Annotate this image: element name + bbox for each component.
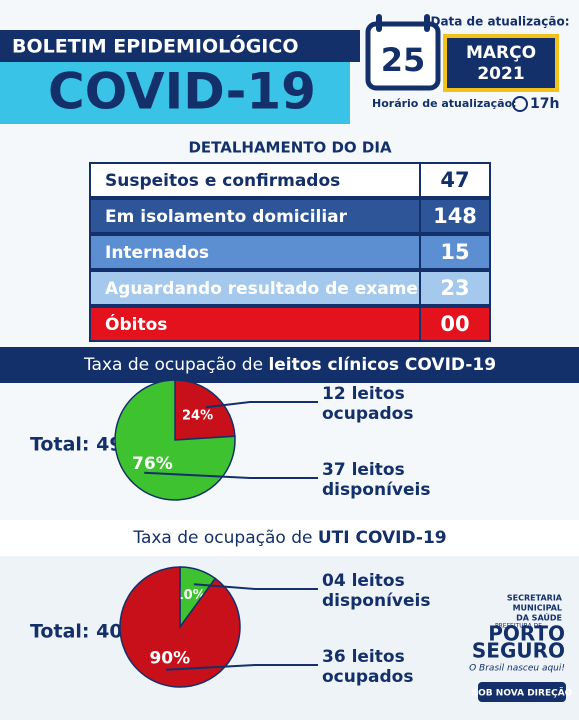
row-value: 23 [440, 276, 469, 300]
table-row [89, 270, 491, 306]
prefeitura: PREFEITURA DE [495, 623, 542, 630]
table: Suspeitos e confirmados 47 Em isolamento d… [89, 162, 491, 342]
time-label: Horário de atualização: [372, 97, 517, 110]
slice-label: 76% [132, 454, 173, 474]
chart-title-bold: leitos clínicos COVID-19 [268, 355, 496, 375]
leader-line [193, 583, 318, 590]
annotation: ocupados [322, 404, 413, 424]
chart-title: Taxa de ocupação de UTI COVID-19 [132, 528, 446, 548]
clock-icon [512, 96, 528, 112]
annotation: ocupados [322, 667, 413, 687]
time: 17h [530, 96, 559, 112]
slice-label: 10% [175, 588, 206, 603]
table-row [89, 234, 491, 270]
covid-band [0, 62, 350, 124]
year: 2021 [477, 64, 524, 84]
chart-title-bold: UTI COVID-19 [318, 528, 447, 548]
row-label: Óbitos [105, 313, 167, 335]
leader-line [166, 664, 318, 671]
pie-slice [114, 379, 236, 501]
leader-line [144, 471, 318, 479]
annotation: disponíveis [322, 591, 430, 611]
city: SEGURO [472, 639, 565, 663]
badge-text: SOB NOVA DIREÇÃO [472, 688, 573, 699]
row-value: 00 [440, 312, 469, 336]
section-band [0, 520, 579, 556]
chart-title: Taxa de ocupação de leitos clínicos COVI… [83, 355, 496, 375]
header-title: BOLETIM EPIDEMIOLÓGICO [12, 34, 298, 58]
chart-title-part: Taxa de ocupação de [83, 355, 268, 375]
annotation: 36 leitos [322, 647, 405, 667]
annotation: 04 leitos [322, 571, 405, 591]
month-box [443, 34, 559, 92]
city: PORTO [488, 622, 565, 646]
date-label: Data de atualização: [430, 15, 569, 29]
pie-slice [174, 379, 236, 441]
table-row [89, 306, 491, 342]
calendar-ring [376, 14, 382, 32]
badge [478, 682, 566, 702]
row-label: Aguardando resultado de exame [105, 279, 418, 299]
chart-title-part: Taxa de ocupação de [132, 528, 317, 548]
header-subtitle: COVID-19 [48, 63, 316, 121]
slogan: O Brasil nasceu aqui! [469, 664, 565, 674]
charts: Taxa de ocupação de leitos clínicos COVI… [30, 355, 496, 688]
secretaria: SECRETARIA [507, 594, 563, 603]
title-band [0, 30, 360, 62]
annotation: disponíveis [322, 480, 430, 500]
calendar-ring [424, 14, 430, 32]
calendar [365, 21, 441, 91]
secretaria: DA SAÚDE [516, 612, 562, 623]
secretaria: MUNICIPAL [513, 604, 562, 613]
annotation: 37 leitos [322, 460, 405, 480]
row-label: Em isolamento domiciliar [105, 207, 348, 227]
pie-slice [119, 566, 241, 688]
leader-line [205, 401, 318, 409]
row-value: 47 [440, 168, 469, 192]
row-label: Suspeitos e confirmados [105, 171, 340, 191]
slice-label: 90% [149, 648, 190, 668]
row-label: Internados [105, 243, 209, 263]
month: MARÇO [466, 43, 536, 63]
table-row [89, 198, 491, 234]
total: Total: 40 [30, 621, 123, 643]
total: Total: 49 [30, 434, 123, 456]
table-title: DETALHAMENTO DO DIA [188, 139, 391, 157]
section-band [0, 347, 579, 383]
slice-label: 24% [182, 408, 213, 423]
row-value: 148 [433, 204, 477, 228]
row-value: 15 [440, 240, 469, 264]
day: 25 [381, 41, 426, 79]
table-row [89, 162, 491, 198]
annotation: 12 leitos [322, 384, 405, 404]
